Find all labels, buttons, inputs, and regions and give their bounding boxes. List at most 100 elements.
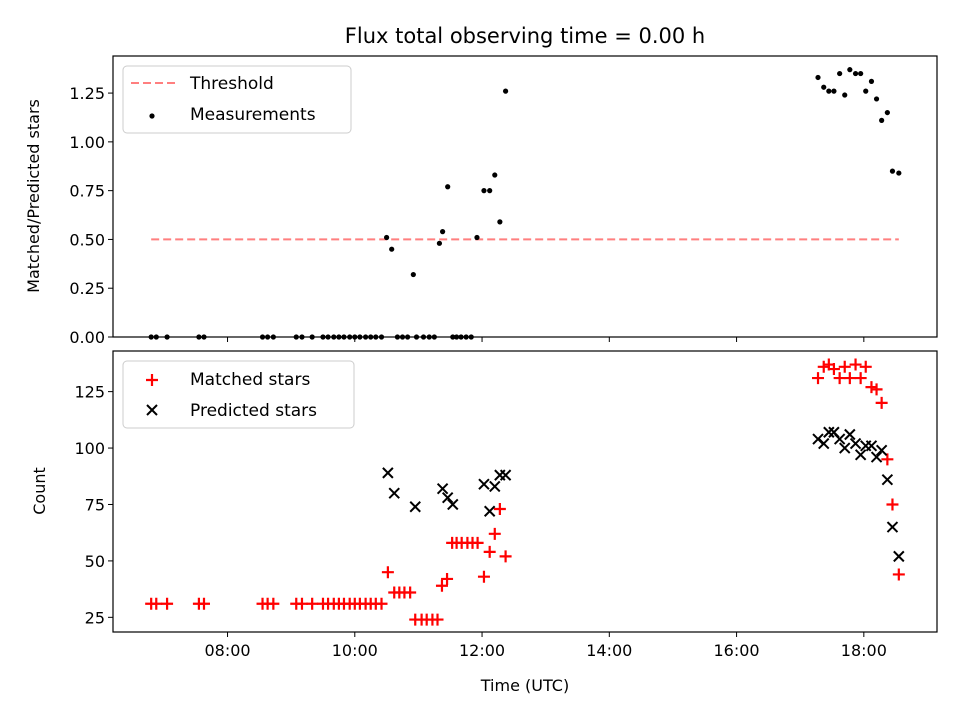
- matched-star-point: [881, 453, 894, 466]
- matched-star-point: [812, 372, 825, 385]
- matched-star-point: [435, 579, 448, 592]
- matched-star-point: [493, 502, 506, 515]
- measurement-point: [852, 70, 859, 77]
- predicted-star-point: [483, 505, 496, 517]
- bottom-x-tick-label: 16:00: [714, 641, 760, 660]
- measurement-point: [826, 88, 832, 94]
- measurement-point: [440, 229, 446, 235]
- predicted-star-point: [436, 482, 449, 495]
- matched-star-point: [854, 372, 867, 385]
- bottom-x-tick-label: 12:00: [459, 641, 505, 660]
- measurement-point: [896, 170, 902, 176]
- bottom-x-tick-label: 14:00: [586, 641, 632, 660]
- matched-star-point: [161, 597, 174, 610]
- predicted-star-point: [478, 478, 490, 490]
- bottom-y-tick-label: 50: [85, 552, 105, 571]
- matched-star-point: [849, 358, 862, 371]
- matched-star-point: [441, 572, 454, 585]
- measurement-point: [821, 84, 827, 90]
- matched-star-point: [875, 396, 888, 409]
- bottom-axes-frame: [112, 350, 938, 633]
- matched-star-point: [431, 613, 444, 626]
- measurement-point: [868, 78, 875, 84]
- matched-star-point: [483, 545, 496, 558]
- predicted-star-point: [881, 473, 894, 486]
- predicted-star-point: [870, 451, 883, 463]
- matched-star-point: [477, 570, 490, 583]
- measurement-point: [889, 168, 896, 174]
- measurement-point: [873, 96, 880, 102]
- bottom-legend: Matched stars Predicted stars: [122, 360, 355, 429]
- matched-star-point: [267, 597, 280, 610]
- legend-threshold-label: Threshold: [189, 74, 274, 94]
- predicted-star-point: [441, 491, 454, 504]
- top-y-tick-label: 0.25: [69, 279, 105, 298]
- bottom-x-axis-label: Time (UTC): [480, 676, 569, 695]
- predicted-star-point: [865, 440, 878, 452]
- matched-star-point: [833, 372, 846, 385]
- matched-star-point: [381, 566, 394, 579]
- matched-star-point: [870, 383, 883, 396]
- measurement-point: [863, 88, 869, 94]
- predicted-star-point: [844, 428, 856, 441]
- matched-star-point: [306, 597, 319, 610]
- measurement-point: [815, 74, 821, 81]
- predicted-star-point: [489, 480, 501, 493]
- matched-star-point: [843, 372, 856, 385]
- measurement-point: [410, 271, 416, 278]
- matched-star-point: [499, 550, 512, 563]
- measurement-point: [436, 240, 443, 246]
- legend-predicted-swatch: [146, 404, 158, 416]
- bottom-y-axis-label: Count: [30, 467, 49, 515]
- measurement-point: [384, 234, 390, 241]
- legend-matched-label: Matched stars: [190, 370, 310, 390]
- predicted-star-point: [886, 521, 899, 533]
- matched-star-point: [197, 597, 210, 610]
- matched-star-point: [859, 360, 872, 373]
- chart-title: Flux total observing time = 0.00 h: [345, 24, 705, 48]
- matched-star-point: [404, 586, 417, 599]
- measurement-point: [858, 70, 864, 77]
- predicted-star-point: [388, 487, 400, 499]
- predicted-star-point: [839, 442, 851, 454]
- predicted-star-point: [499, 469, 512, 481]
- matched-star-point: [892, 568, 905, 581]
- matched-star-point: [488, 527, 501, 540]
- measurement-point: [847, 67, 853, 73]
- measurement-point: [497, 219, 503, 225]
- bottom-panel: 25 50 75 100 125 08:00 10:00 12:00 14:00 16:00 18…: [30, 350, 938, 695]
- predicted-star-point: [875, 444, 888, 457]
- predicted-star-point: [409, 501, 421, 513]
- bottom-x-tick-label: 08:00: [204, 641, 250, 660]
- matched-star-point: [827, 363, 840, 376]
- measurement-point: [879, 117, 885, 123]
- bottom-y-tick-label: 75: [85, 495, 105, 514]
- top-y-tick-label: 1.25: [69, 84, 105, 103]
- predicted-star-point: [818, 437, 830, 450]
- bottom-x-tick-label: 18:00: [841, 641, 887, 660]
- measurement-point: [474, 234, 480, 241]
- measurement-point: [831, 88, 837, 94]
- matched-star-point: [150, 597, 163, 610]
- top-y-axis-label: Matched/Predicted stars: [24, 99, 43, 293]
- bottom-x-tick-label: 10:00: [332, 641, 378, 660]
- matched-star-point: [838, 360, 851, 373]
- legend-predicted-label: Predicted stars: [190, 401, 317, 421]
- top-axes-frame: [112, 55, 938, 338]
- predicted-star-point: [893, 550, 905, 563]
- measurement-point: [492, 172, 498, 178]
- predicted-star-point: [823, 426, 835, 438]
- measurement-point: [837, 70, 843, 77]
- bottom-y-tick-label: 25: [85, 608, 105, 627]
- predicted-star-point: [382, 467, 394, 479]
- measurement-point: [445, 184, 451, 190]
- top-y-tick-label: 0.75: [69, 182, 105, 201]
- top-y-tick-label: 0.50: [69, 230, 105, 249]
- matched-star-point: [886, 498, 899, 511]
- matched-star-point: [375, 597, 388, 610]
- top-y-tick-label: 1.00: [69, 133, 105, 152]
- measurement-point: [502, 88, 509, 94]
- measurement-point: [842, 92, 848, 98]
- legend-matched-swatch: [146, 374, 158, 386]
